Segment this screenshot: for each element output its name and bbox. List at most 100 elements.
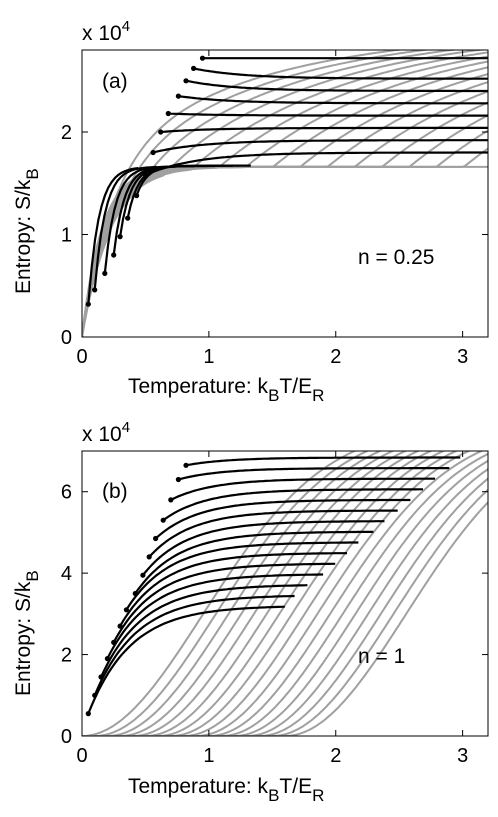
panel-a-ytick-label: 2: [61, 122, 72, 144]
panel-b-black-curve: [100, 584, 308, 678]
panel-b-start-point: [92, 692, 98, 698]
panel-a-annotation: n = 0.25: [358, 246, 434, 269]
panel-a-gray-curve: [82, 51, 488, 337]
panel-b-start-point: [117, 623, 123, 629]
panel-b-gray-curve: [82, 451, 395, 736]
panel-a-ylabel: Entropy: S/kB: [12, 168, 42, 294]
panel-a-xtick-label: 0: [76, 346, 87, 368]
panel-b-black-curve: [87, 605, 285, 715]
panel-b-black-curve: [162, 488, 423, 522]
panel-a-black-curve: [152, 139, 488, 154]
panel-a-black-curve: [185, 79, 488, 93]
panel-a-gray-curve: [82, 50, 433, 337]
panel-a-start-point: [125, 215, 131, 221]
panel-a-ytick-label: 0: [61, 327, 72, 349]
panel-b-ytick-label: 2: [61, 645, 72, 667]
panel-a-start-point: [117, 234, 123, 240]
panel-a-black-curve: [178, 95, 488, 105]
panel-b-start-point: [104, 656, 110, 662]
panel-b-gray-curve: [82, 453, 488, 736]
panel-b-frame: [81, 450, 489, 737]
panel-a-start-point: [183, 78, 189, 84]
panel-a: 0 1 2 3 0 1 2 x 104 (a) n = 0.25 Temperature: …: [12, 18, 489, 405]
panel-a-label: (a): [102, 70, 128, 93]
panel-b-gray-curve: [82, 451, 446, 736]
panel-b-start-point: [132, 590, 138, 597]
panel-a-start-point: [92, 287, 98, 293]
panel-a-gray-curve: [82, 73, 488, 337]
panel-b-gray-curve: [82, 451, 484, 736]
panel-b: 0 1 2 3 0 2 4 6 x 104 (b) n = 1 Temperature: kB…: [12, 419, 489, 805]
panel-b-black-curve: [148, 509, 398, 558]
panel-a-gray-curve: [82, 81, 488, 337]
panel-b-black-curve: [185, 456, 461, 467]
panel-b-start-point: [153, 535, 159, 542]
panel-a-start-point: [175, 93, 181, 99]
panel-a-xtick-label: 2: [330, 346, 341, 368]
panel-a-gray-curve: [82, 55, 488, 337]
panel-b-ytick-label: 4: [61, 563, 72, 585]
panel-b-xtick-label: 2: [330, 745, 341, 767]
panel-a-ytick-label: 1: [61, 225, 72, 247]
panel-a-start-point: [85, 301, 91, 307]
panel-a-start-point: [142, 172, 148, 178]
panel-b-gray-curve: [82, 468, 488, 736]
panel-b-gray-curve: [82, 451, 383, 736]
panel-b-black-curve: [154, 498, 411, 540]
panel-b-black-curve: [125, 541, 359, 611]
panel-b-ylabel: Entropy: S/kB: [12, 570, 42, 696]
panel-b-black-curves: [85, 456, 461, 717]
panel-b-start-point: [160, 517, 166, 523]
panel-b-black-curve: [178, 467, 450, 481]
panel-a-xlabel: Temperature: kBT/ER: [128, 375, 324, 405]
panel-b-start-point: [175, 476, 181, 483]
panel-a-ticks: 0 1 2 3 0 1 2: [61, 50, 488, 368]
panel-b-gray-curve: [82, 488, 488, 736]
panel-b-ytick-label: 6: [61, 482, 72, 504]
panel-b-start-point: [146, 554, 152, 560]
panel-b-black-curve: [142, 520, 385, 576]
panel-b-gray-curve: [82, 460, 488, 736]
panel-b-start-point: [168, 497, 174, 503]
panel-a-start-point: [111, 252, 117, 258]
panel-b-black-curve: [93, 594, 295, 696]
panel-b-black-curve: [119, 552, 348, 627]
panel-a-start-point: [158, 129, 164, 135]
panel-b-xtick-label: 3: [457, 745, 468, 767]
panel-b-xtick-label: 0: [76, 745, 87, 767]
panel-b-gray-curve: [82, 451, 472, 736]
panel-a-start-point: [191, 65, 197, 71]
panel-a-black-curve: [144, 151, 488, 177]
panel-a-black-curve: [168, 112, 488, 117]
panel-b-start-point: [183, 462, 189, 468]
panel-b-start-point: [98, 674, 104, 680]
panel-a-black-curves: [85, 55, 488, 307]
panel-b-start-point: [111, 639, 117, 646]
panel-a-black-curve: [193, 67, 488, 80]
panel-a-start-point: [150, 149, 156, 156]
panel-b-start-point: [123, 607, 129, 613]
panel-b-ticks: 0 1 2 3 0 2 4 6: [61, 451, 488, 767]
panel-b-start-point: [85, 711, 91, 717]
panel-b-annotation: n = 1: [358, 645, 405, 668]
panel-b-gray-curve: [82, 451, 370, 736]
panel-a-start-point: [165, 110, 171, 117]
panel-a-gray-curves: [82, 50, 488, 337]
panel-a-black-curve: [87, 167, 139, 305]
panel-a-black-curve: [160, 126, 488, 134]
panel-b-xlabel: Temperature: kBT/ER: [128, 775, 324, 805]
panel-a-gray-curve: [82, 50, 406, 337]
panel-b-gray-curve: [82, 451, 408, 736]
panel-b-ytick-label: 0: [61, 726, 72, 748]
panel-b-gray-curve: [82, 477, 488, 736]
panel-b-gray-curve: [82, 451, 459, 736]
panel-b-multiplier: x 104: [82, 419, 130, 446]
panel-b-black-curve: [106, 573, 324, 660]
panel-b-black-curve: [134, 530, 374, 595]
panel-a-start-point: [102, 270, 108, 276]
panel-a-xtick-label: 3: [457, 346, 468, 368]
panel-b-gray-curve: [82, 501, 488, 736]
panel-b-black-curve: [112, 562, 336, 643]
panel-b-label: (b): [102, 480, 128, 503]
